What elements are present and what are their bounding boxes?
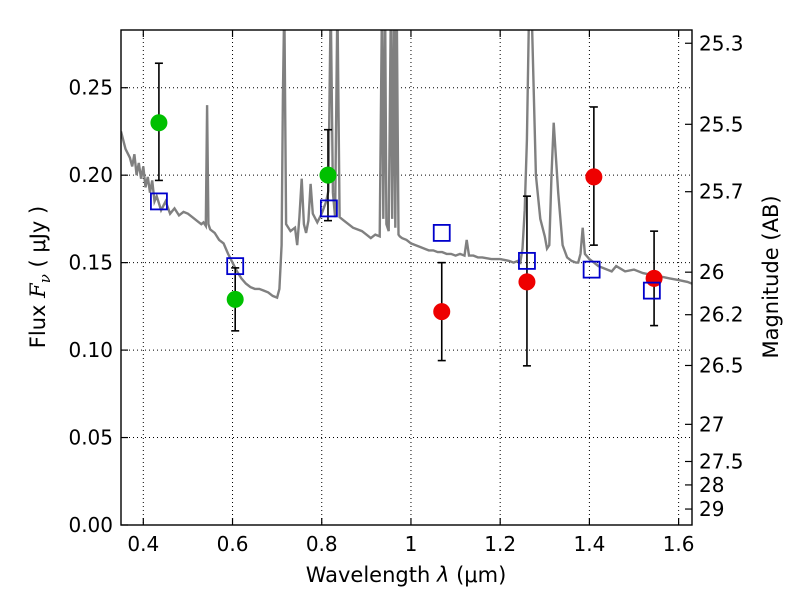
- y-tick-label: 0.25: [68, 76, 113, 100]
- x-tick-label: 1.6: [663, 532, 695, 556]
- data-point: [433, 303, 451, 321]
- x-tick-label: 0.4: [127, 532, 159, 556]
- model-spectrum-layer: [121, 30, 692, 300]
- x-tick-label: 1: [405, 532, 418, 556]
- x-tick-label: 1.4: [573, 532, 605, 556]
- y-axis-title: Flux Fν ( μJy ): [26, 206, 54, 348]
- y2-tick-label: 28: [699, 473, 724, 497]
- y2-tick-label: 27.5: [699, 449, 744, 473]
- y2-tick-label: 25.7: [699, 180, 744, 204]
- x-tick-label: 0.6: [217, 532, 249, 556]
- y2-tick-label: 26.2: [699, 303, 744, 327]
- data-point: [585, 168, 603, 186]
- y2-tick-label: 27: [699, 412, 724, 436]
- marker-layer: [150, 114, 663, 321]
- data-point: [518, 273, 536, 291]
- model-box-marker: [582, 260, 601, 279]
- y-tick-label: 0.05: [68, 426, 113, 450]
- y2-tick-label: 26: [699, 260, 724, 284]
- y2-tick-label: 26.5: [699, 353, 744, 377]
- model-box-marker: [432, 223, 451, 242]
- grid: [121, 30, 692, 525]
- x-tick-label: 0.8: [306, 532, 338, 556]
- model-box-marker: [518, 251, 536, 270]
- y2-tick-label: 29: [699, 497, 724, 521]
- model-box-marker: [642, 281, 661, 300]
- y2-tick-label: 25.3: [699, 31, 744, 55]
- y2-axis-title: Magnitude (AB): [759, 195, 783, 358]
- y2-tick-label: 25.5: [699, 112, 744, 136]
- plot-frame: [120, 29, 693, 526]
- x-axis-title: Wavelength λ (μm): [306, 563, 507, 587]
- model-box-marker: [319, 199, 338, 218]
- y-tick-label: 0.15: [68, 251, 113, 275]
- errorbar-layer: [154, 62, 659, 367]
- y-tick-label: 0.00: [68, 513, 113, 537]
- model-box-marker: [226, 257, 245, 276]
- data-point: [150, 114, 168, 132]
- data-point: [319, 166, 337, 184]
- ticks: [121, 30, 692, 526]
- tick-labels: 0.4 0.6 0.8 1 1.2 1.4 1.6 0.00 0.05 0.10 0.15 0.20 0…: [68, 31, 743, 556]
- model-spectrum-line: [121, 30, 692, 300]
- model-box-marker: [150, 192, 168, 211]
- x-tick-label: 1.2: [484, 532, 516, 556]
- y-tick-label: 0.10: [68, 338, 113, 362]
- y-tick-label: 0.20: [68, 163, 113, 187]
- data-point: [226, 290, 244, 308]
